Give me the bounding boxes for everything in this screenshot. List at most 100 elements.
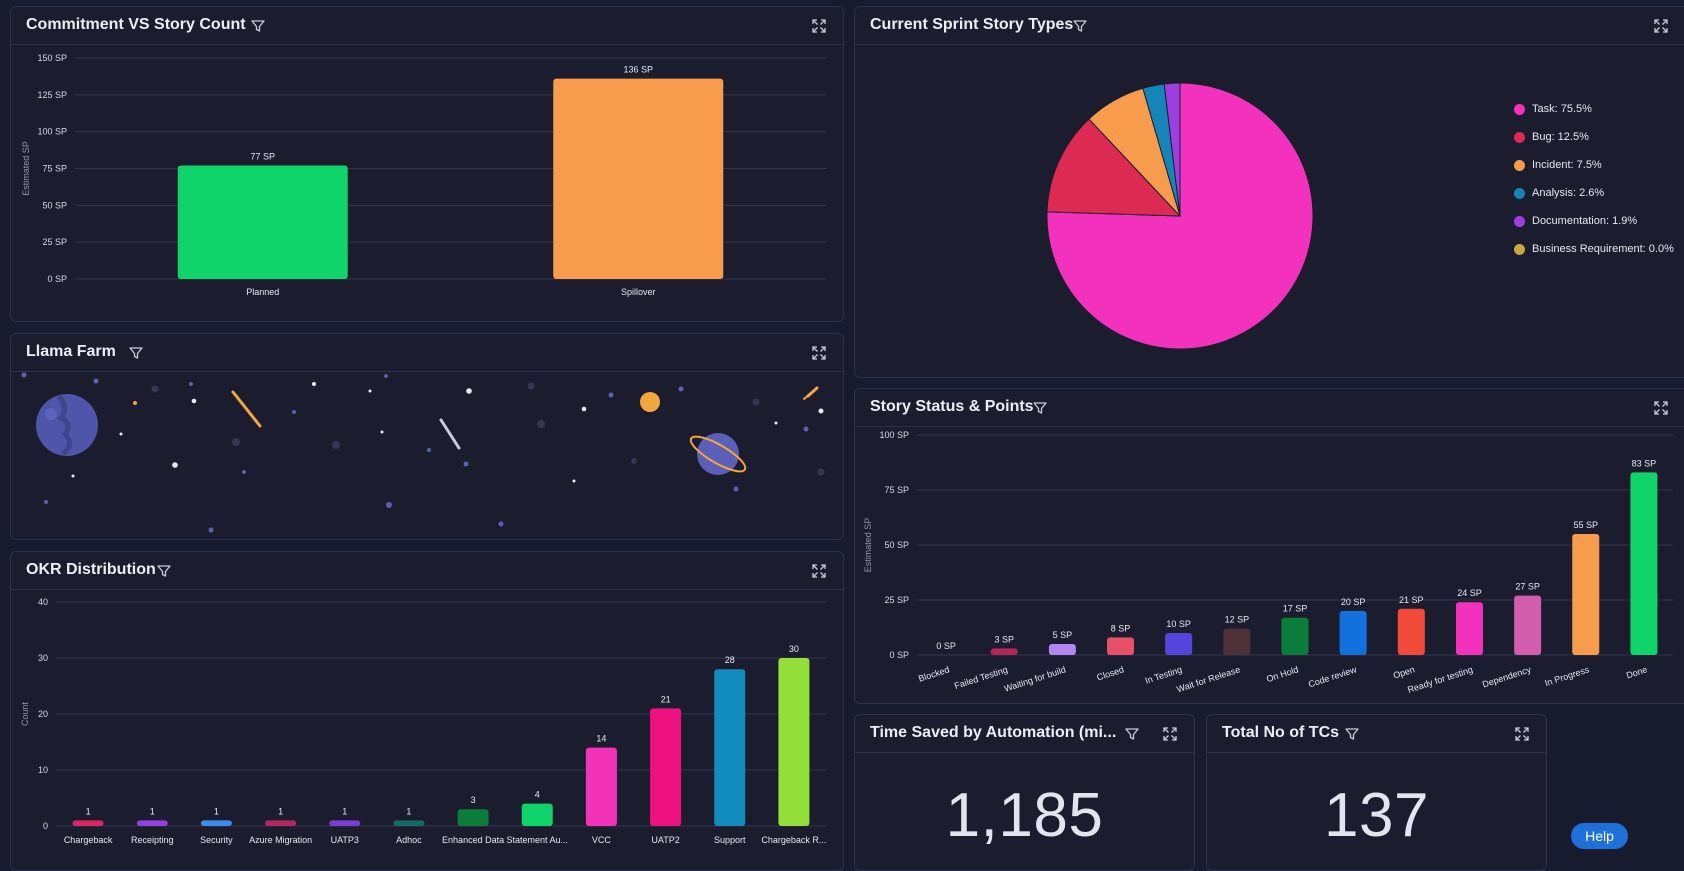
legend-item[interactable]: Business Requirement: 0.0% — [1514, 235, 1674, 263]
x-tick-label: Failed Testing — [953, 664, 1009, 691]
expand-icon[interactable] — [1653, 18, 1669, 34]
x-tick-label: VCC — [592, 835, 612, 845]
legend-item[interactable]: Bug: 12.5% — [1514, 123, 1674, 151]
space-scene — [11, 372, 843, 539]
legend-swatch — [1514, 131, 1525, 143]
x-tick-label: On Hold — [1265, 664, 1300, 684]
bar — [1165, 633, 1193, 655]
x-tick-label: Support — [714, 835, 746, 845]
filter-icon[interactable] — [1072, 18, 1088, 34]
x-tick-label: UATP3 — [331, 835, 359, 845]
data-label: 21 — [661, 694, 671, 704]
expand-icon[interactable] — [1162, 726, 1178, 742]
bar — [553, 78, 724, 279]
filter-icon[interactable] — [250, 18, 266, 34]
y-tick-label: 75 SP — [884, 485, 909, 495]
data-label: 1 — [86, 806, 91, 816]
expand-icon[interactable] — [811, 345, 827, 361]
bright-stars — [71, 382, 824, 483]
bar — [200, 820, 232, 826]
filter-icon[interactable] — [1032, 400, 1048, 416]
bar — [714, 669, 746, 826]
bar — [1397, 608, 1425, 655]
bar — [265, 820, 297, 826]
y-tick-label: 150 SP — [37, 53, 67, 63]
card-header: OKR Distribution — [11, 552, 843, 590]
card-header: Commitment VS Story Count — [11, 7, 843, 45]
data-label: 1 — [150, 806, 155, 816]
bar — [329, 820, 361, 826]
x-tick-label: Adhoc — [396, 835, 422, 845]
bar — [1514, 595, 1542, 655]
expand-icon[interactable] — [1514, 726, 1530, 742]
legend-item[interactable]: Documentation: 1.9% — [1514, 207, 1674, 235]
x-tick-label: Enhanced Data — [442, 835, 504, 845]
x-tick-label: Spillover — [621, 287, 656, 297]
bar — [1107, 637, 1135, 655]
x-tick-label: Chargeback R... — [761, 835, 826, 845]
x-tick-label: Azure Migration — [249, 835, 312, 845]
y-tick-label: 0 SP — [47, 274, 67, 284]
expand-icon[interactable] — [811, 18, 827, 34]
card-title: Time Saved by Automation (mi... — [870, 724, 1117, 741]
legend-item[interactable]: Incident: 7.5% — [1514, 151, 1674, 179]
bar — [1339, 611, 1367, 655]
card-title: Commitment VS Story Count — [26, 16, 246, 33]
bar — [521, 803, 553, 826]
filter-icon[interactable] — [1124, 726, 1140, 742]
bar — [585, 747, 617, 826]
y-tick-label: 20 — [38, 709, 48, 719]
llama-farm-card: Llama Farm — [10, 333, 844, 540]
data-label: 8 SP — [1111, 623, 1131, 633]
x-tick-label: Chargeback — [64, 835, 113, 845]
card-header: Story Status & Points — [855, 389, 1684, 427]
data-label: 1 — [342, 806, 347, 816]
x-tick-label: Open — [1392, 664, 1416, 680]
card-header: Time Saved by Automation (mi... — [855, 715, 1194, 753]
filter-icon[interactable] — [128, 345, 144, 361]
legend-label: Business Requirement: 0.0% — [1532, 243, 1674, 255]
filter-icon[interactable] — [1344, 726, 1360, 742]
legend-item[interactable]: Analysis: 2.6% — [1514, 179, 1674, 207]
y-tick-label: 25 SP — [42, 237, 67, 247]
x-tick-label: Receipting — [131, 835, 174, 845]
y-tick-label: 25 SP — [884, 595, 909, 605]
card-title: Current Sprint Story Types — [870, 16, 1074, 33]
x-tick-label: Done — [1625, 664, 1649, 680]
x-tick-label: Dependency — [1481, 664, 1533, 689]
legend-item[interactable]: Task: 75.5% — [1514, 95, 1674, 123]
x-tick-label: Statement Au... — [506, 835, 568, 845]
data-label: 30 — [789, 644, 799, 654]
bar — [1048, 644, 1076, 655]
data-label: 14 — [596, 734, 606, 744]
x-tick-label: In Progress — [1544, 664, 1591, 688]
y-tick-label: 10 — [38, 765, 48, 775]
total-tcs-card: Total No of TCs 137 — [1206, 714, 1547, 871]
legend-label: Analysis: 2.6% — [1532, 187, 1605, 199]
legend-label: Documentation: 1.9% — [1532, 215, 1638, 227]
data-label: 1 — [406, 806, 411, 816]
y-tick-label: 100 SP — [879, 430, 909, 440]
data-label: 3 SP — [994, 634, 1014, 644]
expand-icon[interactable] — [1653, 400, 1669, 416]
expand-icon[interactable] — [811, 563, 827, 579]
legend-swatch — [1514, 103, 1525, 115]
data-label: 24 SP — [1457, 588, 1482, 598]
help-button[interactable]: Help — [1571, 823, 1628, 849]
data-label: 1 — [214, 806, 219, 816]
comets — [231, 386, 819, 450]
data-label: 83 SP — [1632, 458, 1657, 468]
commitment-chart: 0 SP 25 SP 50 SP 75 SP 100 SP 125 SP 150 SP Est… — [21, 53, 826, 297]
data-label: 21 SP — [1399, 595, 1424, 605]
y-tick-label: 0 SP — [889, 650, 909, 660]
filter-icon[interactable] — [156, 563, 172, 579]
y-axis-label: Estimated SP — [863, 518, 873, 573]
x-tick-label: UATP2 — [651, 835, 679, 845]
bar — [457, 809, 489, 826]
legend-label: Bug: 12.5% — [1532, 131, 1589, 143]
data-label: 5 SP — [1053, 630, 1073, 640]
bar — [177, 165, 348, 279]
time-saved-card: Time Saved by Automation (mi... 1,185 — [854, 714, 1195, 871]
legend-label: Incident: 7.5% — [1532, 159, 1602, 171]
legend-swatch — [1514, 159, 1525, 171]
